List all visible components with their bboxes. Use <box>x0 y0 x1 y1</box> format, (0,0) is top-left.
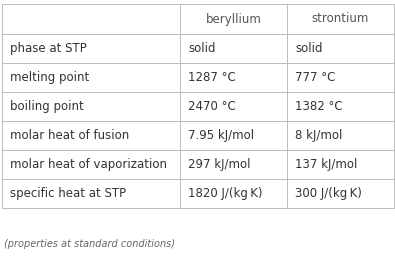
Bar <box>287 34 394 63</box>
Text: solid: solid <box>295 42 322 55</box>
Text: solid: solid <box>188 42 216 55</box>
Bar <box>2 150 180 179</box>
Bar <box>287 150 394 179</box>
Bar <box>2 179 180 208</box>
Text: 7.95 kJ/mol: 7.95 kJ/mol <box>188 129 254 142</box>
Text: 777 °C: 777 °C <box>295 71 335 84</box>
Text: 8 kJ/mol: 8 kJ/mol <box>295 129 342 142</box>
Text: specific heat at STP: specific heat at STP <box>10 187 126 200</box>
Text: 297 kJ/mol: 297 kJ/mol <box>188 158 250 171</box>
Text: 137 kJ/mol: 137 kJ/mol <box>295 158 357 171</box>
Text: 1382 °C: 1382 °C <box>295 100 342 113</box>
Text: 300 J/(kg K): 300 J/(kg K) <box>295 187 362 200</box>
Text: molar heat of fusion: molar heat of fusion <box>10 129 129 142</box>
Text: 2470 °C: 2470 °C <box>188 100 236 113</box>
Text: molar heat of vaporization: molar heat of vaporization <box>10 158 167 171</box>
Bar <box>287 121 394 150</box>
Bar <box>180 63 287 92</box>
Bar <box>2 34 180 63</box>
Bar <box>2 4 180 34</box>
Text: 1820 J/(kg K): 1820 J/(kg K) <box>188 187 263 200</box>
Bar <box>180 179 287 208</box>
Text: beryllium: beryllium <box>205 13 261 26</box>
Bar <box>287 92 394 121</box>
Bar <box>287 63 394 92</box>
Bar <box>287 179 394 208</box>
Bar <box>180 4 287 34</box>
Bar <box>2 63 180 92</box>
Text: (properties at standard conditions): (properties at standard conditions) <box>4 239 175 249</box>
Bar <box>180 121 287 150</box>
Text: melting point: melting point <box>10 71 89 84</box>
Bar <box>180 34 287 63</box>
Text: strontium: strontium <box>312 13 369 26</box>
Bar <box>287 4 394 34</box>
Text: boiling point: boiling point <box>10 100 84 113</box>
Bar <box>2 92 180 121</box>
Text: 1287 °C: 1287 °C <box>188 71 236 84</box>
Bar <box>180 92 287 121</box>
Text: phase at STP: phase at STP <box>10 42 87 55</box>
Bar <box>180 150 287 179</box>
Bar <box>2 121 180 150</box>
